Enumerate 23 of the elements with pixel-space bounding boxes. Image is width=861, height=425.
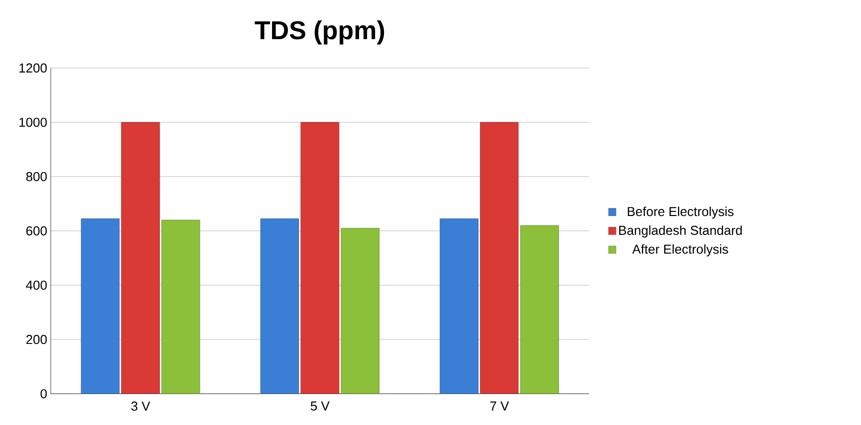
- y-tick-label: 0: [40, 389, 47, 398]
- y-tick-label: 200: [26, 334, 47, 344]
- x-tick-label: 7 V: [490, 402, 509, 410]
- legend-label: After Electrolysis: [632, 244, 728, 256]
- bar: [480, 122, 519, 394]
- bar: [440, 218, 478, 394]
- legend-label: Before Electrolysis: [628, 206, 734, 219]
- y-tick-label: 800: [26, 172, 47, 182]
- x-tick-label: 3 V: [131, 402, 150, 411]
- bar: [80, 218, 120, 394]
- bar: [260, 218, 300, 394]
- bar: [121, 122, 160, 394]
- bar: [520, 225, 559, 394]
- y-tick-label: 600: [26, 226, 47, 236]
- y-tick-label: 1200: [19, 63, 47, 73]
- bar: [340, 228, 380, 394]
- x-tick-label: 5 V: [310, 402, 330, 411]
- y-tick-label: 1000: [19, 118, 47, 127]
- bar: [300, 122, 340, 394]
- chart-title: TDS (ppm): [254, 20, 384, 45]
- y-tick-label: 400: [26, 280, 47, 290]
- legend-label: Bangladesh Standard: [619, 225, 742, 238]
- bar: [161, 220, 200, 394]
